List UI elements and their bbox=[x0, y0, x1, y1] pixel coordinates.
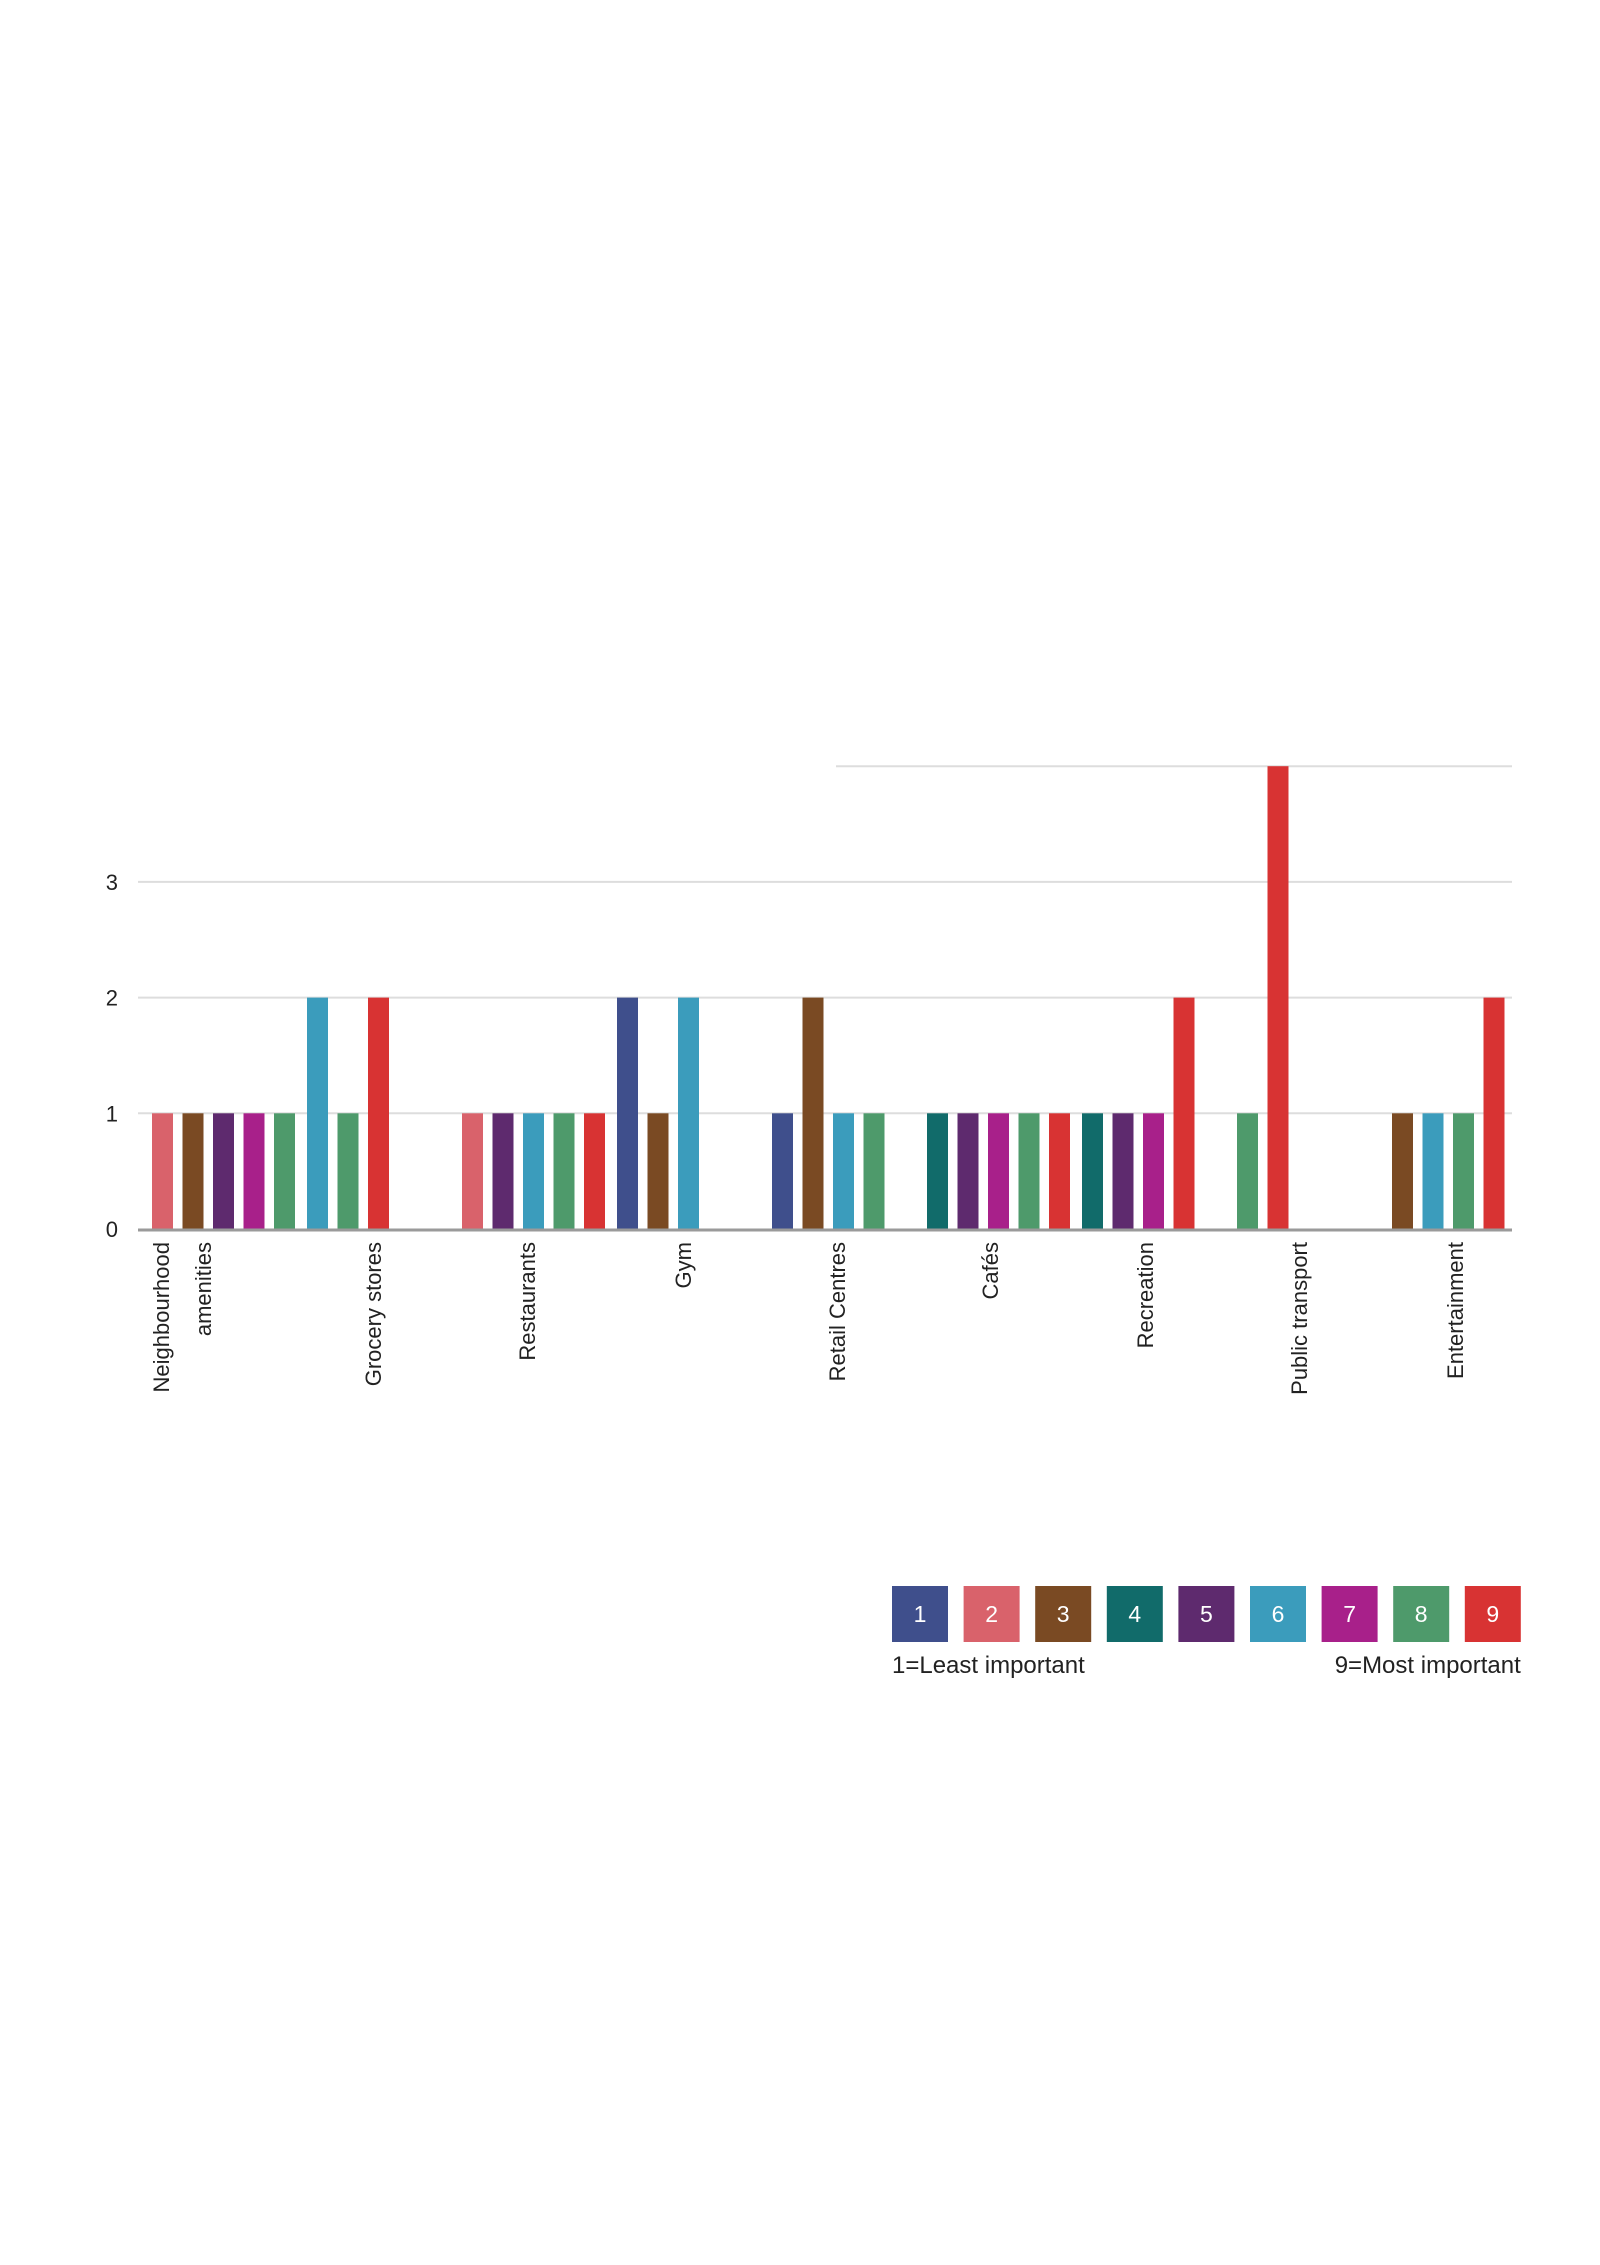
bar-5 bbox=[1112, 1113, 1134, 1229]
x-category-label: Entertainment bbox=[1443, 1242, 1468, 1379]
bar-6 bbox=[1422, 1113, 1444, 1229]
x-axis-categories: Neighbourhood amenities Grocery stores Rest… bbox=[149, 1242, 1468, 1395]
bars bbox=[152, 766, 1505, 1229]
y-tick-label: 1 bbox=[106, 1101, 118, 1126]
legend-swatch-label: 3 bbox=[1057, 1601, 1070, 1627]
legend-swatch-6 bbox=[1250, 1586, 1306, 1642]
legend-swatch-label: 1 bbox=[914, 1601, 927, 1627]
bar-7 bbox=[1143, 1113, 1164, 1229]
legend-high-label: 9=Most important bbox=[1335, 1652, 1521, 1679]
bar-8 bbox=[553, 1113, 575, 1229]
bar-2 bbox=[462, 1113, 483, 1229]
x-category-label: Restaurants bbox=[515, 1242, 540, 1361]
bar-9 bbox=[368, 997, 389, 1229]
legend-swatch-3 bbox=[1035, 1586, 1092, 1642]
bar-2 bbox=[152, 1113, 173, 1229]
bar-6 bbox=[678, 997, 699, 1229]
bar-1 bbox=[617, 997, 638, 1229]
legend-swatch-label: 4 bbox=[1128, 1601, 1141, 1627]
x-category-label: Public transport bbox=[1287, 1242, 1312, 1395]
bar-6 bbox=[307, 997, 328, 1229]
x-category-label: Grocery stores bbox=[361, 1242, 386, 1386]
bar-6 bbox=[833, 1113, 854, 1229]
legend-swatch-label: 2 bbox=[985, 1601, 998, 1627]
bar-7 bbox=[243, 1113, 265, 1229]
bar-7 bbox=[988, 1113, 1009, 1229]
bar-8 bbox=[1237, 1113, 1258, 1229]
y-axis-ticks: 0 1 2 3 bbox=[106, 870, 118, 1242]
bar-9 bbox=[1173, 997, 1195, 1229]
legend-swatch-5 bbox=[1178, 1586, 1235, 1642]
y-tick-label: 2 bbox=[106, 986, 118, 1011]
bar-5 bbox=[492, 1113, 514, 1229]
legend-swatch-label: 5 bbox=[1200, 1601, 1213, 1627]
legend-swatch-7 bbox=[1321, 1586, 1378, 1642]
legend-swatch-4 bbox=[1106, 1586, 1163, 1642]
bar-5 bbox=[957, 1113, 979, 1229]
bar-4 bbox=[1082, 1113, 1103, 1229]
legend-swatch-1 bbox=[892, 1586, 948, 1642]
legend-swatch-label: 6 bbox=[1272, 1601, 1285, 1627]
legend-swatch-9 bbox=[1464, 1586, 1521, 1642]
legend-swatches: 1 2 3 4 5 6 7 8 9 bbox=[892, 1586, 1521, 1642]
legend-swatch-label: 9 bbox=[1486, 1601, 1499, 1627]
x-category-label: Recreation bbox=[1133, 1242, 1158, 1348]
legend-swatch-label: 8 bbox=[1415, 1601, 1428, 1627]
bar-4 bbox=[927, 1113, 948, 1229]
x-category-label: Cafés bbox=[978, 1242, 1003, 1299]
x-category-label: amenities bbox=[191, 1242, 216, 1336]
bar-8 bbox=[863, 1113, 885, 1229]
bar-3 bbox=[647, 1113, 669, 1229]
x-category-label: Retail Centres bbox=[825, 1242, 850, 1381]
bar-8 bbox=[337, 1113, 359, 1229]
bar-3 bbox=[182, 1113, 204, 1229]
y-tick-label: 0 bbox=[106, 1217, 118, 1242]
bar-8 bbox=[1453, 1113, 1474, 1229]
bar-9 bbox=[1267, 766, 1289, 1229]
bar-8 bbox=[274, 1113, 295, 1229]
bar-8 bbox=[1018, 1113, 1040, 1229]
bar-9 bbox=[1049, 1113, 1070, 1229]
bar-3 bbox=[802, 997, 824, 1229]
x-category-label: Gym bbox=[671, 1242, 696, 1288]
legend-swatch-2 bbox=[963, 1586, 1020, 1642]
y-tick-label: 3 bbox=[106, 870, 118, 895]
bar-9 bbox=[1483, 997, 1505, 1229]
legend-low-label: 1=Least important bbox=[892, 1652, 1085, 1679]
legend: 1 2 3 4 5 6 7 8 9 1=Least important 9=Most impor… bbox=[892, 1586, 1521, 1679]
bar-9 bbox=[584, 1113, 605, 1229]
bar-1 bbox=[772, 1113, 793, 1229]
x-category-label: Neighbourhood bbox=[149, 1242, 174, 1392]
bar-3 bbox=[1392, 1113, 1413, 1229]
gridlines bbox=[138, 765, 1512, 1115]
bar-6 bbox=[523, 1113, 544, 1229]
legend-swatch-label: 7 bbox=[1343, 1601, 1356, 1627]
legend-swatch-8 bbox=[1393, 1586, 1450, 1642]
bar-5 bbox=[213, 1113, 234, 1229]
